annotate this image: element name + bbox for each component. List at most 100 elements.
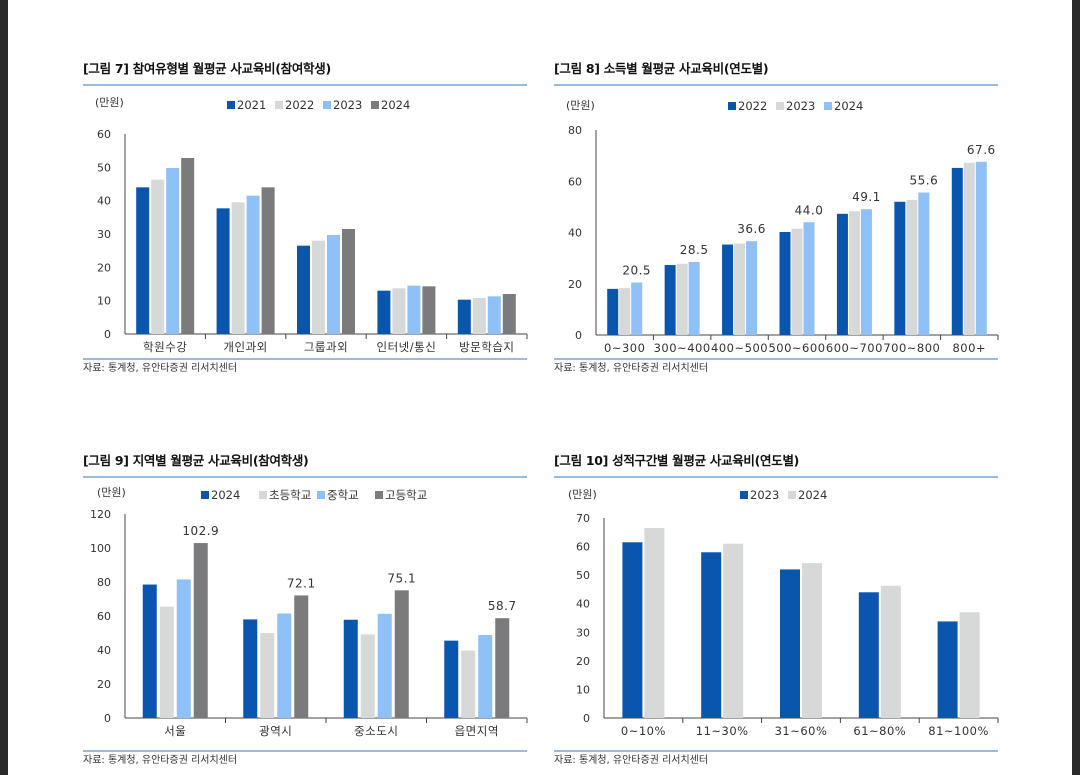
y-tick-label: 40: [568, 227, 582, 240]
legend-label: 2024: [381, 98, 410, 112]
bar: [343, 619, 358, 718]
x-tick-label: 광역시: [259, 724, 292, 738]
chart-panel-grade: [그림 10] 성적구간별 월평균 사교육비(연도별) (만원) 2023 2024…: [554, 446, 999, 770]
legend-swatch: [201, 491, 209, 499]
bar: [963, 162, 975, 335]
bar: [231, 202, 245, 334]
data-label: 75.1: [387, 571, 416, 585]
legend-label: 2024: [211, 488, 240, 502]
bar: [478, 635, 493, 718]
chart-panel-region: [그림 9] 지역별 월평균 사교육비(참여학생) (만원) 2024 초등학교 중학…: [83, 446, 528, 770]
x-tick-label: 학원수강: [143, 340, 187, 354]
bar: [723, 543, 744, 718]
bar: [461, 650, 476, 718]
chart-title: [그림 7] 참여유형별 월평균 사교육비(참여학생): [83, 54, 527, 86]
y-tick-label: 40: [97, 644, 111, 657]
legend-label: 2022: [738, 99, 767, 113]
y-axis-unit: (만원): [566, 99, 595, 112]
bar: [880, 585, 901, 718]
bar-chart-participation-type: (만원) 2021 2022 2023 2024 0 10 20 30 40 50 60 학원수강 개인과…: [95, 96, 528, 354]
y-tick-label: 30: [97, 228, 111, 241]
legend-label: 2021: [237, 98, 266, 112]
chart-title: [그림 8] 소득별 월평균 사교육비(연도별): [554, 54, 998, 86]
bar: [193, 543, 208, 718]
y-tick-label: 20: [576, 655, 590, 668]
x-tick-label: 그룹과외: [304, 340, 348, 354]
legend-label: 2023: [333, 98, 362, 112]
legend-label: 2024: [798, 488, 827, 502]
source-note: 자료: 통계청, 유안타증권 리서치센터: [83, 358, 527, 378]
y-tick-label: 40: [97, 195, 111, 208]
chart-title: [그림 10] 성적구간별 월평균 사교육비(연도별): [554, 446, 998, 478]
y-tick-label: 0: [104, 712, 111, 725]
legend-label: 초등학교: [269, 488, 311, 502]
bar: [975, 161, 987, 335]
data-label: 67.6: [967, 143, 996, 157]
x-tick-label: 인터넷/통신: [377, 340, 437, 354]
y-axis-unit: (만원): [568, 488, 597, 501]
bar: [176, 579, 191, 718]
bar: [734, 243, 746, 335]
legend-swatch: [788, 491, 796, 499]
report-page: [그림 7] 참여유형별 월평균 사교육비(참여학생) (만원) 2021 2022…: [8, 0, 1072, 775]
bar: [422, 286, 436, 334]
y-axis-unit: (만원): [97, 486, 126, 499]
bar: [166, 168, 180, 334]
data-label: 58.7: [488, 599, 517, 613]
bar: [246, 195, 260, 334]
legend-swatch: [227, 101, 235, 109]
bar: [159, 606, 174, 718]
legend-swatch: [740, 491, 748, 499]
bar: [297, 245, 310, 334]
bar: [779, 231, 791, 335]
chart-panel-income: [그림 8] 소득별 월평균 사교육비(연도별) (만원) 2022 2023 202…: [554, 54, 999, 380]
bar: [487, 296, 501, 334]
y-tick-label: 0: [575, 329, 582, 342]
bar: [277, 613, 292, 718]
bar: [959, 612, 980, 718]
bar: [136, 187, 150, 334]
bar: [502, 294, 516, 334]
y-tick-label: 80: [568, 124, 582, 137]
bar: [294, 595, 309, 718]
y-axis-unit: (만원): [95, 96, 124, 109]
bar: [407, 285, 421, 334]
bar: [644, 528, 665, 718]
data-label: 20.5: [622, 263, 651, 277]
source-note: 자료: 통계청, 유안타증권 리서치센터: [554, 750, 998, 770]
bar-chart-region: (만원) 2024 초등학교 중학교 고등학교 0 20 40 60 80 100 120 서울 102.…: [90, 486, 528, 738]
legend-swatch: [728, 102, 736, 110]
bar-chart-income: (만원) 2022 2023 2024 0 20 40 60 80 0~300 20.5 300~40…: [566, 99, 999, 355]
data-label: 102.9: [182, 524, 219, 538]
y-tick-label: 50: [576, 569, 590, 582]
y-tick-label: 10: [97, 295, 111, 308]
y-tick-label: 120: [90, 508, 111, 521]
data-label: 44.0: [795, 203, 824, 217]
bar: [951, 167, 963, 335]
y-tick-label: 50: [97, 161, 111, 174]
bar: [377, 613, 392, 718]
bar: [151, 179, 165, 334]
y-tick-label: 0: [583, 712, 590, 725]
legend-swatch: [275, 101, 283, 109]
legend-swatch: [776, 102, 784, 110]
bar: [260, 633, 275, 718]
bar: [342, 229, 355, 334]
bar: [243, 619, 258, 718]
x-tick-label: 0~300: [604, 341, 645, 355]
y-tick-label: 0: [104, 328, 111, 341]
legend-swatch: [323, 101, 331, 109]
bar: [607, 288, 619, 335]
data-label: 28.5: [680, 243, 709, 257]
bar: [676, 263, 688, 335]
bar: [803, 222, 815, 335]
bar: [216, 208, 230, 334]
bar: [701, 552, 722, 718]
bar: [472, 298, 486, 334]
bar: [791, 228, 803, 335]
bar: [327, 235, 340, 334]
bar: [181, 158, 195, 334]
bar: [360, 634, 375, 718]
y-tick-label: 30: [576, 626, 590, 639]
bar: [858, 592, 879, 718]
